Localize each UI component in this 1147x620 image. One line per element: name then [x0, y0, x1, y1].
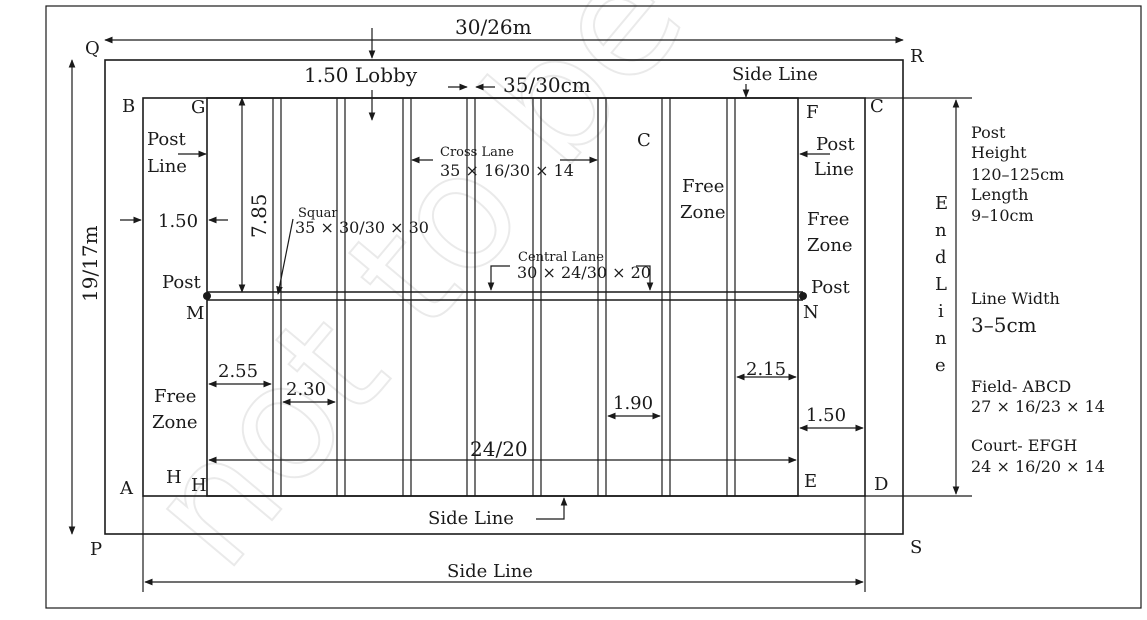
lobby-label: 1.50 Lobby [304, 63, 418, 87]
corner-a: A [119, 478, 134, 499]
end-line-letter: e [935, 355, 946, 376]
free-zone-mid-2: Zone [680, 202, 726, 223]
end-line-label-bg [932, 188, 952, 378]
end-line-letter: d [935, 247, 947, 268]
square-label-1: Squar [298, 206, 338, 221]
side-line-mid: Side Line [428, 508, 514, 529]
c-mid-label: C [637, 130, 651, 151]
dim-215: 2.15 [746, 359, 786, 380]
dim-150-right: 1.50 [806, 405, 846, 426]
corner-f: F [806, 102, 819, 123]
side-line-bottom: Side Line [447, 561, 533, 582]
post-right [799, 292, 807, 300]
dim-top-width: 30/26m [455, 15, 532, 39]
post-line-right-2: Line [814, 159, 854, 180]
dim-post-offset: 7.85 [247, 193, 271, 238]
legend-field-label: Field- ABCD [971, 377, 1071, 396]
post-line-right-1: Post [816, 134, 855, 155]
legend: Post Height 120–125cm Length 9–10cm Line… [971, 123, 1105, 476]
cross-lane-label-2: 35 × 16/30 × 14 [440, 161, 574, 180]
end-line-label: E n d L i n e [935, 193, 948, 376]
corner-h2: H [191, 475, 207, 496]
free-zone-right-2: Zone [807, 235, 853, 256]
central-lane-pointer-left [487, 265, 510, 291]
dim-height: 19/17m [78, 225, 102, 302]
rect-pqrs [104, 59, 904, 535]
legend-line-width-value: 3–5cm [971, 313, 1037, 337]
central-lane [207, 291, 803, 301]
post-label-right: Post [811, 277, 850, 298]
central-lane-label-1: Central Lane [518, 250, 604, 265]
legend-line-width-label: Line Width [971, 289, 1060, 308]
dim-left-margin: 1.50 [158, 211, 198, 232]
cross-lanes [272, 98, 736, 496]
legend-court-label: Court- EFGH [971, 436, 1077, 455]
free-zone-right-1: Free [807, 209, 849, 230]
square-pointer [276, 218, 294, 295]
free-zone-left-1: Free [154, 386, 196, 407]
corner-s: S [910, 537, 922, 558]
end-line-letter: n [935, 220, 947, 241]
central-lane-label-2: 30 × 24/30 × 20 [517, 263, 651, 282]
corner-r: R [910, 46, 924, 67]
cross-lane-label-1: Cross Lane [440, 145, 514, 160]
end-line-letter: E [935, 193, 948, 214]
post-label-left: Post [162, 272, 201, 293]
dim-230: 2.30 [286, 379, 326, 400]
end-line-letter: i [938, 301, 944, 322]
end-line-letter: n [935, 328, 947, 349]
legend-field-value: 27 × 16/23 × 14 [971, 397, 1105, 416]
post-line-left-2: Line [147, 156, 187, 177]
dim-190: 1.90 [613, 393, 653, 414]
corner-c: C [870, 96, 884, 117]
corner-p: P [90, 539, 102, 560]
side-line-mid-pointer [536, 497, 568, 520]
free-zone-left-2: Zone [152, 412, 198, 433]
legend-length-label: Length [971, 185, 1028, 204]
legend-height-value: 120–125cm [971, 165, 1064, 184]
corner-q: Q [85, 38, 100, 59]
side-line-top: Side Line [732, 64, 818, 85]
legend-post-title: Post [971, 123, 1006, 142]
outer-frame [45, 5, 1142, 609]
corner-m: M [186, 303, 204, 324]
corner-h1: H [166, 467, 182, 488]
post-line-left-1: Post [147, 129, 186, 150]
legend-length-value: 9–10cm [971, 206, 1034, 225]
dim-255: 2.55 [218, 361, 258, 382]
end-line-letter: L [935, 274, 947, 295]
corner-d: D [874, 474, 888, 495]
post-gap-label: 35/30cm [503, 73, 591, 97]
legend-court-value: 24 × 16/20 × 14 [971, 457, 1105, 476]
corner-b: B [122, 96, 135, 117]
corner-g: G [191, 97, 205, 118]
free-zone-mid-1: Free [682, 176, 724, 197]
square-label-2: 35 × 30/30 × 30 [295, 218, 429, 237]
corner-n: N [803, 302, 819, 323]
dim-bottom-width: 24/20 [470, 437, 528, 461]
central-lane-pointer-right [636, 265, 654, 291]
post-left [203, 292, 211, 300]
legend-height-label: Height [971, 143, 1027, 162]
corner-e: E [804, 471, 817, 492]
